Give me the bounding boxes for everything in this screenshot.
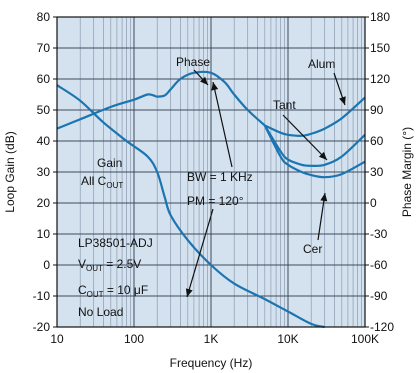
left-tick-label: 0 [43, 258, 50, 272]
arrow-head [339, 96, 346, 105]
right-tick-label: 30 [370, 165, 384, 179]
cout-label: COUT = 10 μF [78, 283, 148, 299]
right-tick-label: 0 [370, 196, 377, 210]
phase-margin-label: PM = 120° [187, 194, 244, 208]
gain-label: Gain [97, 156, 122, 170]
x-tick-label: 10K [277, 332, 298, 346]
left-tick-label: 30 [37, 165, 51, 179]
arrow-head [320, 193, 328, 202]
alum-label: Alum [308, 57, 335, 71]
x-axis-title: Frequency (Hz) [170, 356, 253, 370]
load-label: No Load [78, 305, 123, 319]
left-tick-label: 10 [37, 227, 51, 241]
vout-label: VOUT = 2.5V [78, 257, 141, 273]
left-tick-label: 50 [37, 103, 51, 117]
right-tick-label: 150 [370, 41, 390, 55]
arrow-head [318, 151, 327, 160]
x-tick-label: 100 [124, 332, 144, 346]
right-tick-label: -60 [370, 258, 388, 272]
left-tick-label: 40 [37, 134, 51, 148]
x-tick-label: 1K [204, 332, 219, 346]
left-tick-label: 20 [37, 196, 51, 210]
series-alum-line [264, 96, 366, 137]
right-tick-label: 60 [370, 134, 384, 148]
series-gain-line [56, 84, 325, 329]
data-curves [56, 70, 366, 329]
series-cer-line [263, 125, 366, 179]
right-tick-label: 120 [370, 72, 390, 86]
right-tick-label: -90 [370, 289, 388, 303]
device-label: LP38501-ADJ [78, 236, 153, 250]
left-tick-label: 80 [37, 10, 51, 24]
right-tick-label: 90 [370, 103, 384, 117]
arrow-line [212, 81, 233, 168]
cer-label: Cer [303, 242, 322, 256]
left-tick-label: -20 [33, 320, 51, 334]
tant-label: Tant [273, 98, 296, 112]
arrow-line [282, 114, 328, 161]
left-tick-label: -10 [33, 289, 51, 303]
x-tick-label: 100K [351, 332, 379, 346]
x-tick-label: 10 [50, 332, 64, 346]
bandwidth-label: BW = 1 KHz [187, 170, 253, 184]
left-tick-label: 70 [37, 41, 51, 55]
gain-all-cout-label: All COUT [81, 174, 123, 190]
grid-lines [57, 17, 365, 327]
right-axis-title: Phase Margin (°) [400, 127, 414, 217]
arrow-head [199, 76, 208, 85]
left-axis-title: Loop Gain (dB) [3, 131, 17, 212]
phase-label: Phase [176, 55, 210, 69]
left-tick-label: 60 [37, 72, 51, 86]
tick-labels: 80706050403020100-10-201801501209060300-… [33, 10, 395, 346]
series-phase-line [56, 70, 266, 130]
arrow-line [186, 208, 214, 298]
series-tant-line [263, 124, 366, 167]
arrow-head [211, 82, 219, 91]
right-tick-label: -120 [370, 320, 394, 334]
right-tick-label: -30 [370, 227, 388, 241]
right-tick-label: 180 [370, 10, 390, 24]
arrow-head [185, 288, 193, 297]
annotation-arrows [185, 69, 346, 298]
